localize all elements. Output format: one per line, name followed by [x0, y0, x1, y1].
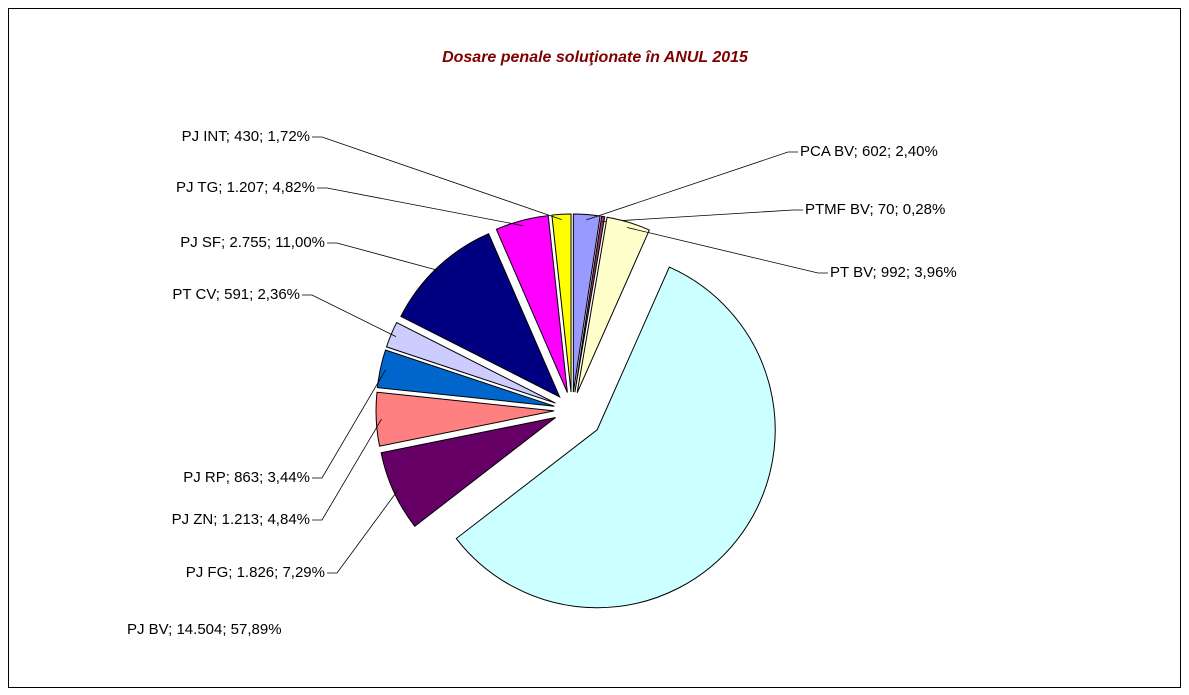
pie-slice [495, 215, 568, 393]
pie-slice [572, 213, 601, 393]
pie-slice [400, 233, 561, 398]
leader-line [327, 242, 442, 272]
pie-slice [376, 349, 555, 407]
pie-slice [455, 266, 776, 609]
leader-line [602, 209, 803, 223]
data-label: PTMF BV; 70; 0,28% [805, 201, 945, 218]
pie-slice [574, 215, 606, 393]
data-label: PJ INT; 430; 1,72% [182, 128, 310, 145]
leader-line [626, 227, 828, 274]
leader-line [302, 294, 397, 337]
data-label: PT BV; 992; 3,96% [830, 264, 957, 281]
leader-line [586, 151, 798, 221]
data-label: PT CV; 591; 2,36% [172, 286, 300, 303]
data-label: PJ FG; 1.826; 7,29% [186, 564, 325, 581]
data-label: PJ RP; 863; 3,44% [183, 469, 310, 486]
chart-title: Dosare penale soluţionate în ANUL 2015 [442, 49, 749, 66]
data-label: PJ SF; 2.755; 11,00% [180, 234, 325, 251]
leader-line [312, 369, 386, 479]
leader-line [317, 187, 524, 227]
data-label: PJ BV; 14.504; 57,89% [127, 621, 282, 638]
leader-line [312, 136, 562, 220]
leader-line [327, 488, 399, 574]
pie-slice [551, 213, 572, 393]
pie-slice [375, 391, 555, 447]
data-label: PCA BV; 602; 2,40% [800, 143, 938, 160]
pie-slice [380, 416, 556, 527]
data-label: PJ ZN; 1.213; 4,84% [172, 511, 310, 528]
pie-slice [576, 216, 651, 393]
leader-line [312, 418, 382, 521]
data-label: PJ TG; 1.207; 4,82% [176, 179, 315, 196]
